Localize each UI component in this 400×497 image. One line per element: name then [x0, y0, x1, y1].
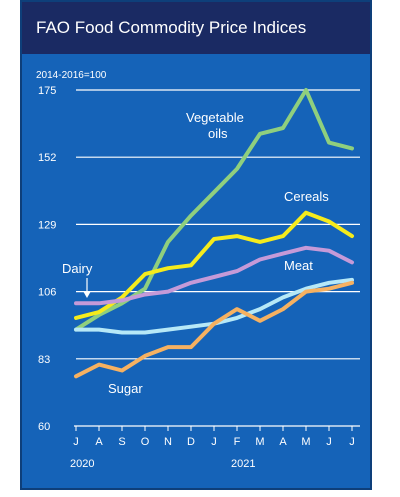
- chart-title-bar: FAO Food Commodity Price Indices: [22, 2, 370, 54]
- x-tick-label: J: [326, 436, 332, 448]
- x-tick-label: S: [118, 436, 125, 448]
- y-tick-label: 152: [38, 152, 56, 164]
- series-annotation: Meat: [284, 258, 313, 273]
- dairy-pointer-arrowhead: [83, 291, 91, 298]
- y-tick-label: 129: [38, 219, 56, 231]
- y-tick-label: 175: [38, 85, 56, 97]
- series-layer: [74, 88, 354, 379]
- series-annotation: Vegetable: [186, 110, 244, 125]
- x-tick-label: A: [95, 436, 103, 448]
- year-label: 2021: [231, 458, 255, 470]
- chart-subtitle: 2014-2016=100: [36, 70, 107, 81]
- chart-title: FAO Food Commodity Price Indices: [36, 18, 307, 37]
- x-tick-label: D: [187, 436, 195, 448]
- year-label: 2020: [70, 458, 94, 470]
- series-annotation: oils: [208, 126, 228, 141]
- y-tick-label: 106: [38, 287, 56, 299]
- x-tick-label: F: [234, 436, 241, 448]
- series-annotation: Sugar: [108, 381, 143, 396]
- series-line-meat: [74, 245, 354, 306]
- x-tick-label: M: [301, 436, 310, 448]
- series-line-vegetable-oils: [74, 88, 354, 332]
- x-tick-label: N: [164, 436, 172, 448]
- grid-layer: [74, 89, 360, 431]
- x-tick-label: J: [73, 436, 79, 448]
- series-annotation: Cereals: [284, 189, 329, 204]
- series-annotation: Dairy: [62, 261, 93, 276]
- y-tick-label: 60: [38, 421, 50, 433]
- x-tick-label: A: [279, 436, 287, 448]
- series-line-sugar: [74, 280, 354, 379]
- chart-frame: FAO Food Commodity Price Indices 2014-20…: [20, 0, 372, 490]
- x-tick-label: J: [211, 436, 217, 448]
- x-tick-label: J: [349, 436, 355, 448]
- line-chart: 2014-2016=100 60 83 106 129 152 175 J A S O N D J F M A M…: [36, 70, 360, 470]
- label-layer: 2014-2016=100 60 83 106 129 152 175 J A S O N D J F M A M…: [36, 70, 355, 470]
- x-tick-label: M: [255, 436, 264, 448]
- y-tick-label: 83: [38, 354, 50, 366]
- x-tick-label: O: [141, 436, 150, 448]
- series-line-cereals: [74, 210, 354, 320]
